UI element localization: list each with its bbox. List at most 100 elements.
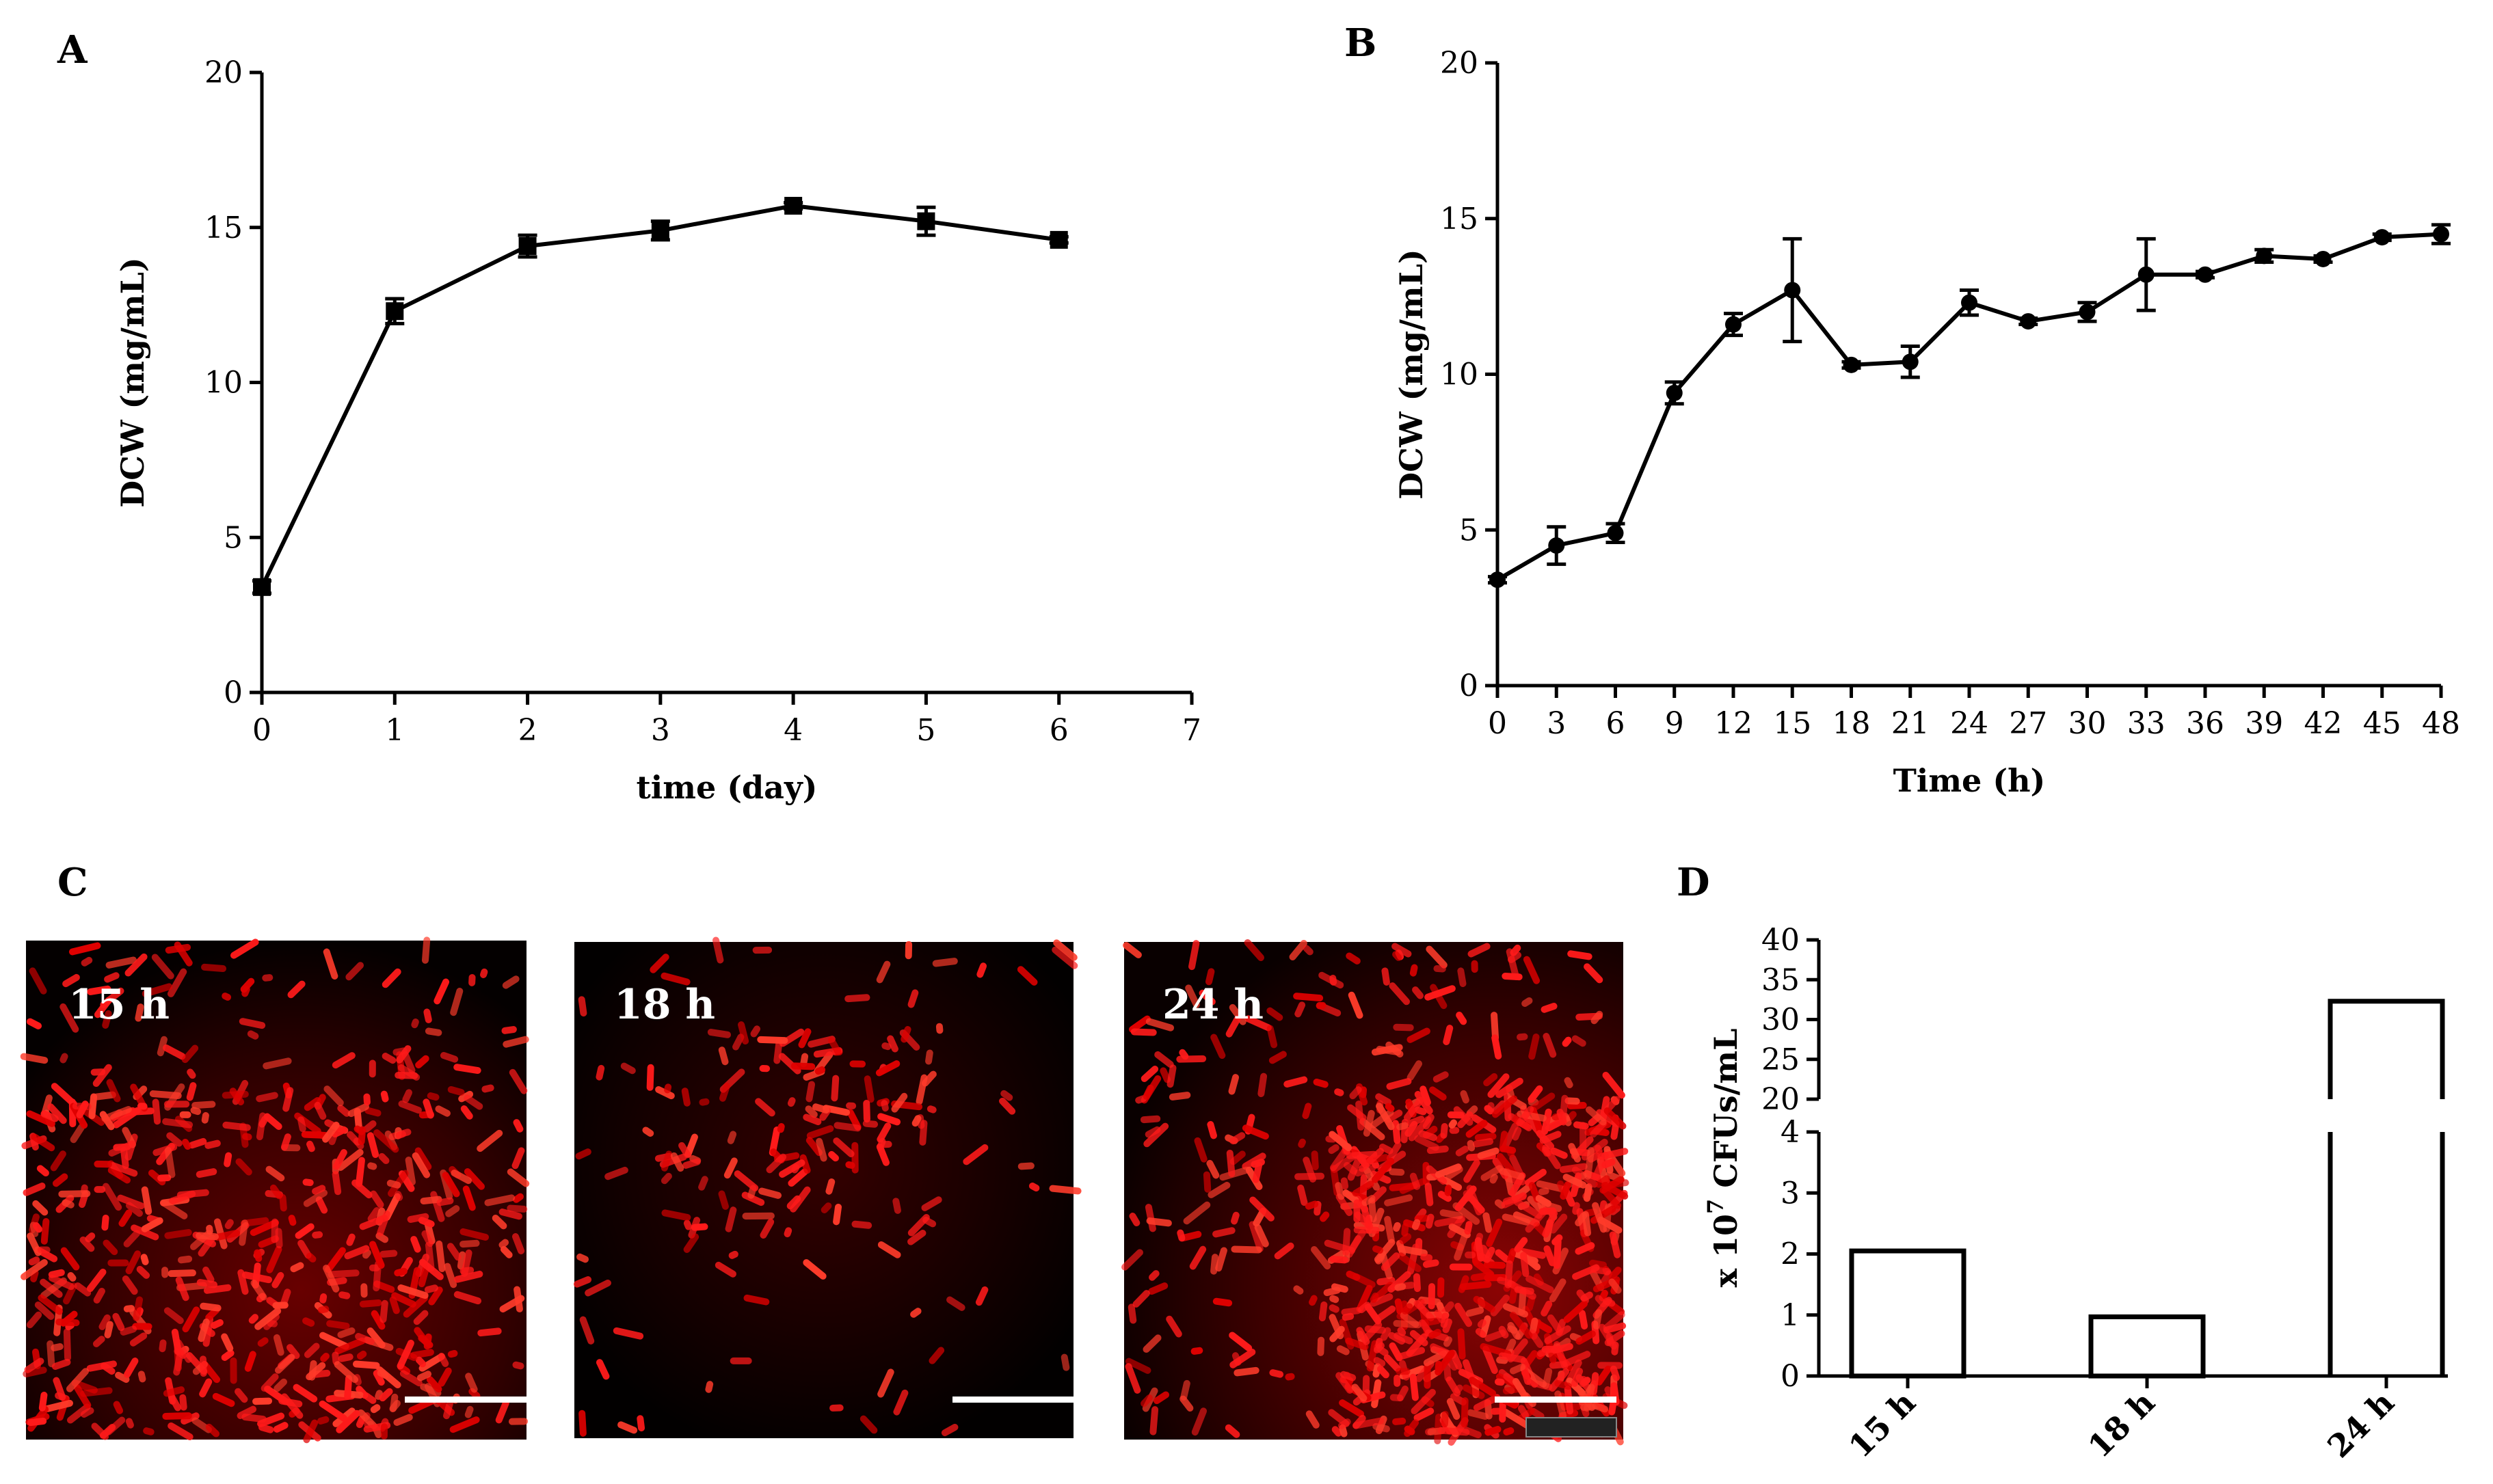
bacterium-cell	[1484, 1330, 1506, 1342]
chart-b-data-point	[2373, 229, 2390, 246]
bacterium-cell	[1372, 1245, 1384, 1254]
micrograph-15h-scale-bar	[405, 1397, 526, 1403]
bacterium-cell	[290, 1262, 304, 1273]
bacterium-cell	[303, 1189, 328, 1207]
bacterium-cell	[1601, 1158, 1616, 1169]
bacterium-cell	[1149, 1406, 1159, 1435]
bacterium-cell	[63, 1328, 72, 1362]
bacterium-cell	[76, 1101, 89, 1119]
bacterium-cell	[263, 1313, 280, 1330]
bacterium-cell	[1509, 1363, 1526, 1375]
bacterium-cell	[1422, 1114, 1435, 1130]
bacterium-cell	[500, 1245, 513, 1258]
chart-b-x-tick-label: 42	[2304, 706, 2343, 741]
bacterium-cell	[1166, 1315, 1182, 1338]
chart-a-x-tick-label: 4	[784, 713, 803, 748]
bacterium-cell	[412, 1152, 431, 1178]
bacterium-cell	[92, 1336, 105, 1347]
bacterium-cell	[319, 1293, 328, 1304]
bacterium-cell	[442, 1172, 460, 1198]
chart-a-data-point	[518, 237, 537, 255]
bacterium-cell	[881, 1042, 892, 1051]
bacterium-cell	[221, 1349, 235, 1361]
bacterium-cell	[498, 1209, 522, 1220]
bacterium-cell	[1578, 1310, 1588, 1330]
bacterium-cell	[113, 1401, 124, 1414]
bacterium-cell	[1483, 1261, 1506, 1269]
bacterium-cell	[1506, 1146, 1515, 1158]
bacterium-cell	[495, 1399, 509, 1424]
bacterium-cell	[1566, 1377, 1586, 1397]
bacterium-cell	[1394, 1298, 1404, 1315]
bacterium-cell	[1413, 1407, 1435, 1422]
bacterium-cell	[1397, 1245, 1428, 1257]
bacterium-cell	[129, 1332, 148, 1347]
bacterium-cell	[394, 1267, 408, 1277]
chart-b-x-tick-label: 6	[1606, 706, 1625, 741]
bacterium-cell	[1125, 1363, 1141, 1394]
bacterium-cell	[1495, 1077, 1523, 1098]
bacterium-cell	[163, 1307, 184, 1324]
bacterium-cell	[93, 1287, 105, 1304]
bacterium-cell	[459, 1228, 490, 1241]
bacterium-cell	[26, 1018, 42, 1029]
chart-b-x-tick-label: 48	[2422, 706, 2460, 741]
bacterium-cell	[1523, 956, 1541, 984]
bacterium-cell	[163, 1386, 185, 1397]
bacterium-cell	[511, 1147, 525, 1170]
chart-b-data-point	[2020, 313, 2037, 330]
chart-b-data-point	[1843, 356, 1860, 373]
bacterium-cell	[1512, 1378, 1528, 1400]
bacterium-cell	[1269, 1369, 1284, 1378]
bacterium-cell	[755, 1098, 775, 1117]
bacterium-cell	[576, 1253, 589, 1263]
bacterium-cell	[133, 1296, 144, 1321]
bacterium-cell	[1166, 1064, 1177, 1088]
chart-b-y-tick-label: 0	[1459, 669, 1478, 703]
bacterium-cell	[40, 1110, 59, 1122]
bacterium-cell	[1412, 986, 1424, 999]
bacterium-cell	[851, 1142, 859, 1174]
bacterium-cell	[312, 1231, 323, 1239]
bacterium-cell	[769, 1126, 781, 1157]
bacterium-cell	[1383, 1354, 1401, 1372]
bacterium-cell	[1403, 1096, 1424, 1121]
bacterium-cell	[1447, 1111, 1465, 1119]
bacterium-cell	[790, 1186, 811, 1213]
bacterium-cell	[1564, 1097, 1580, 1105]
chart-a-y-tick-label: 5	[224, 520, 243, 555]
chart-d-y-tick-label: 4	[1781, 1115, 1800, 1150]
bacterium-cell	[585, 1279, 611, 1297]
bacterium-cell	[1309, 1295, 1318, 1306]
bacterium-cell	[1345, 1337, 1369, 1351]
bacterium-cell	[1208, 1181, 1231, 1198]
bacterium-cell	[152, 1098, 161, 1125]
bacterium-cell	[1212, 1297, 1233, 1307]
bacterium-cell	[725, 1206, 737, 1232]
bacterium-cell	[1017, 1162, 1035, 1170]
bacterium-cell	[1129, 1213, 1141, 1226]
bacterium-cell	[1571, 1035, 1586, 1047]
chart-b-data-point	[1902, 353, 1919, 370]
bacterium-cell	[1608, 1278, 1622, 1294]
bacterium-cell	[699, 1098, 710, 1106]
bacterium-cell	[1145, 1018, 1175, 1031]
chart-d-x-tick-label: 24 h	[2320, 1384, 2401, 1465]
bacterium-cell	[271, 1271, 284, 1289]
bacterium-cell	[386, 1179, 401, 1189]
bacterium-cell	[1601, 1187, 1622, 1209]
bacterium-cell	[1389, 982, 1410, 1006]
bacterium-cell	[322, 1121, 340, 1143]
bacterium-cell	[312, 1185, 326, 1195]
bacterium-cell	[1582, 1211, 1592, 1237]
bacterium-cell	[760, 1218, 775, 1239]
bacterium-cell	[413, 1310, 429, 1325]
bacterium-cell	[1428, 1086, 1447, 1101]
bacterium-cell	[1317, 1336, 1325, 1356]
bacterium-cell	[1373, 1357, 1386, 1367]
bacterium-cell	[1539, 1131, 1562, 1144]
chart-a: 0 5 10 15 20 0 1 2 3 4 5 6 7 time (day) DCW (mg/mL)	[114, 55, 1201, 806]
bacterium-cell	[1491, 1034, 1502, 1060]
bacterium-cell	[364, 1107, 382, 1117]
bacterium-cell	[363, 1093, 371, 1106]
